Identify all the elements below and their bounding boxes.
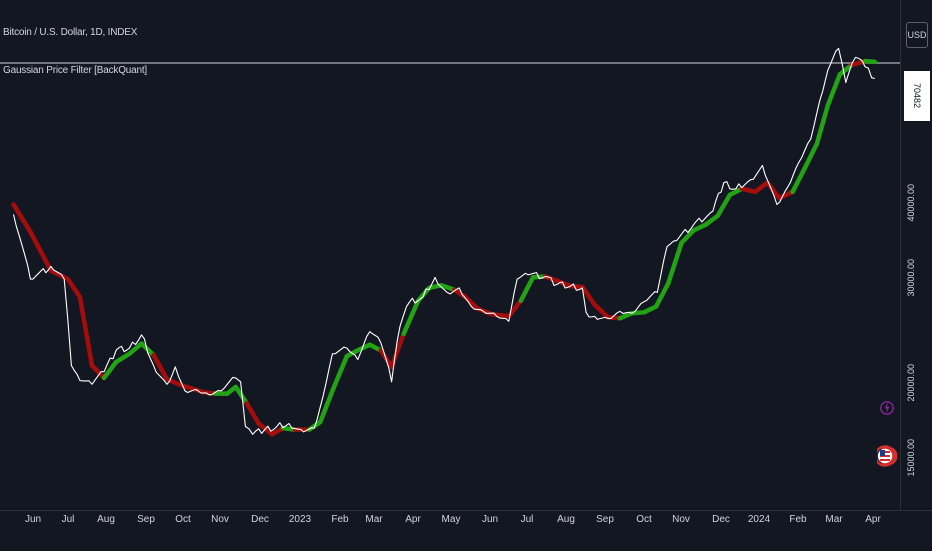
filter-segment <box>802 141 820 171</box>
x-tick-label: Aug <box>97 514 115 525</box>
filter-segment <box>89 363 107 381</box>
x-tick-label: 2024 <box>747 514 771 525</box>
filter-segment <box>580 284 597 307</box>
filter-segment <box>665 240 684 286</box>
x-tick-label: Sep <box>596 514 614 525</box>
filter-segment <box>777 189 795 201</box>
filter-segment <box>28 229 54 273</box>
y-tick-label: 30000.00 <box>906 259 916 297</box>
filter-segment <box>739 186 758 195</box>
filter-segment <box>401 298 421 337</box>
x-tick-label: Jun <box>481 514 499 525</box>
filter-segment <box>752 180 770 195</box>
x-tick-label: Nov <box>672 514 690 525</box>
us-flag-icon[interactable] <box>877 440 899 472</box>
filter-segment <box>592 302 611 320</box>
filter-segment <box>438 283 457 292</box>
x-tick-label: Jul <box>520 514 534 525</box>
last-price-label: 70482 <box>904 71 930 121</box>
x-tick-label: Feb <box>331 514 349 525</box>
filter-segment <box>318 388 335 425</box>
filter-segment <box>715 192 733 219</box>
x-tick-label: Oct <box>175 514 191 525</box>
filter-segment <box>862 58 878 65</box>
filter-segment <box>489 312 512 319</box>
x-tick-label: Dec <box>251 514 269 525</box>
x-tick-label: Jul <box>61 514 75 525</box>
x-tick-label: May <box>441 514 461 525</box>
x-tick-label: Apr <box>865 514 881 525</box>
y-tick-label: 20000.00 <box>906 364 916 402</box>
x-tick-label: Aug <box>557 514 575 525</box>
filter-segment <box>814 103 830 147</box>
filter-segment <box>101 359 119 381</box>
filter-segment <box>554 278 573 289</box>
price-scale[interactable] <box>900 0 932 510</box>
chart-plot[interactable] <box>0 0 900 510</box>
filter-segment <box>727 186 745 198</box>
filter-segment <box>330 353 350 394</box>
x-tick-label: Apr <box>405 514 421 525</box>
filter-segment <box>113 351 132 365</box>
filter-segment <box>837 62 855 77</box>
x-tick-label: Sep <box>137 514 155 525</box>
filter-segment <box>139 341 156 358</box>
filter-segment <box>127 341 144 357</box>
x-tick-label: Mar <box>365 514 383 525</box>
filter-segment <box>11 202 33 235</box>
x-tick-label: 2023 <box>288 514 312 525</box>
indicator-title[interactable]: Gaussian Price Filter [BackQuant] <box>3 65 148 76</box>
filter-segment <box>244 400 261 426</box>
lightning-icon[interactable] <box>880 398 894 418</box>
x-tick-label: Oct <box>636 514 652 525</box>
x-tick-label: Jun <box>24 514 42 525</box>
y-tick-label: 40000.00 <box>906 184 916 223</box>
filter-segment <box>463 294 480 311</box>
y-tick-label: 15000.00 <box>906 439 916 477</box>
filter-segment <box>77 294 95 368</box>
x-tick-label: Mar <box>825 514 843 525</box>
filter-segment <box>389 331 406 370</box>
filter-segment <box>653 281 671 309</box>
time-scale[interactable] <box>0 510 932 551</box>
chart-area[interactable] <box>0 0 900 510</box>
filter-segment <box>518 275 536 304</box>
x-tick-label: Feb <box>789 514 807 525</box>
filter-segment <box>151 352 170 382</box>
filter-segment <box>679 228 696 246</box>
filter-segment <box>65 276 83 300</box>
filter-segment <box>48 268 71 282</box>
filter-segment <box>790 165 807 195</box>
filter-segment <box>233 384 249 406</box>
symbol-title[interactable]: Bitcoin / U.S. Dollar, 1D, INDEX <box>3 27 138 38</box>
currency-button[interactable]: USD <box>906 22 928 48</box>
filter-segment <box>825 72 843 109</box>
filter-segment <box>703 213 720 227</box>
x-tick-label: Dec <box>712 514 730 525</box>
price-line <box>12 47 875 435</box>
x-tick-label: Nov <box>211 514 229 525</box>
